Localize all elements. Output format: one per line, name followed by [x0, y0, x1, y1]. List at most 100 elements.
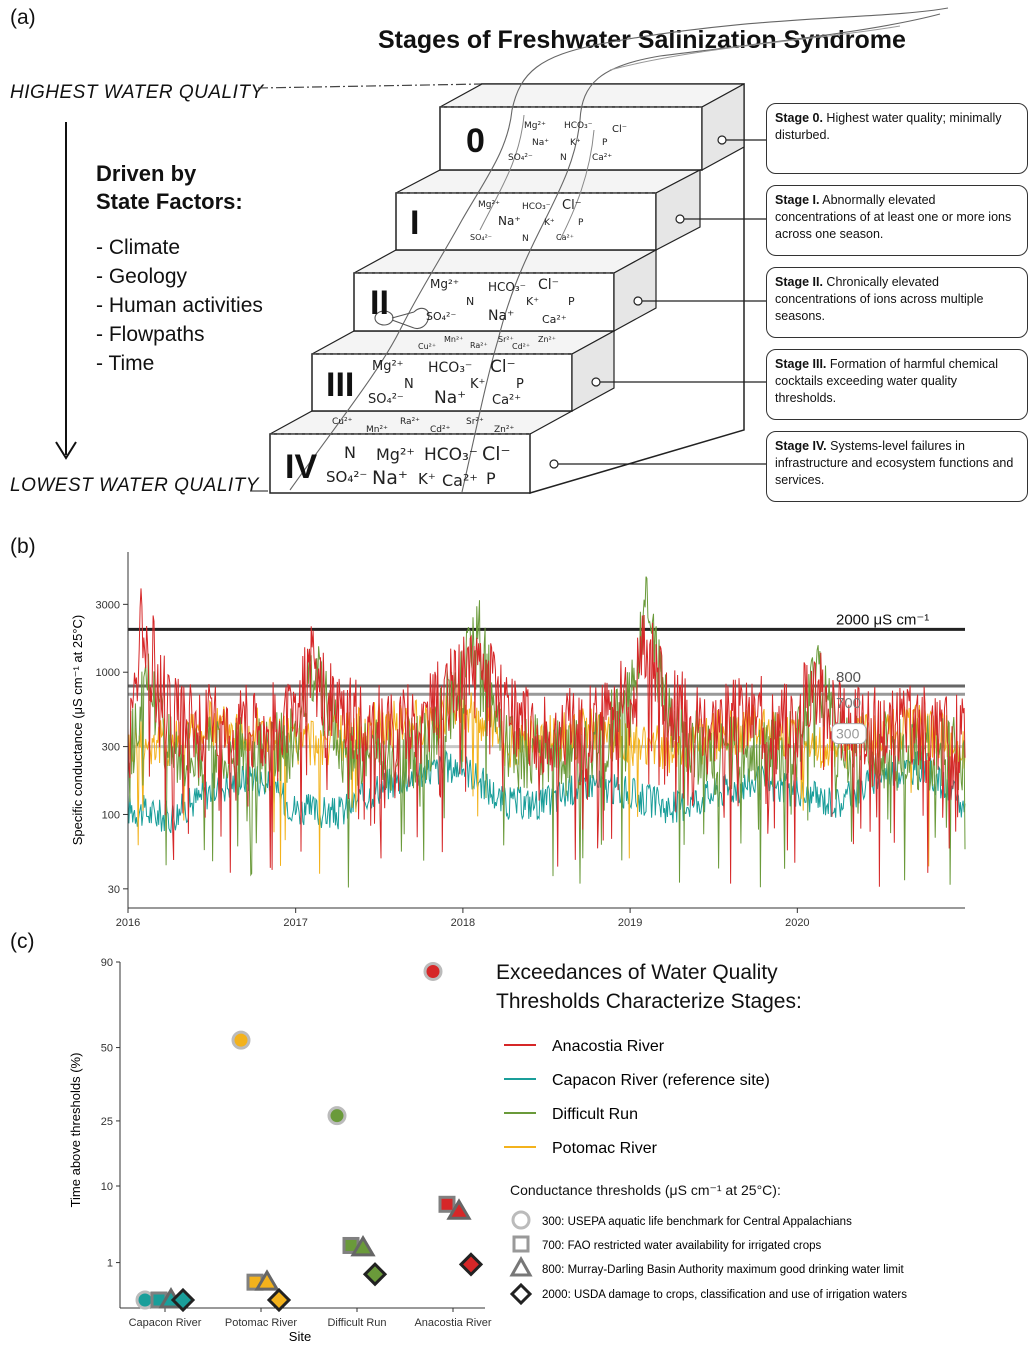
ion-label: HCO₃⁻ [424, 445, 478, 465]
conductance-time-series-chart: 30 100 300 1000 3000 2016 2017 2018 2019 2020 Spec… [70, 552, 966, 929]
threshold-exceedance-chart: 1 10 25 50 90 Capacon River Potomac River Diffi… [68, 957, 492, 1344]
panel-a-title: Stages of Freshwater Salinization Syndro… [378, 26, 906, 54]
ion-label: P [486, 469, 496, 488]
threshold-label: 700: FAO restricted water availability f… [542, 1240, 822, 1252]
x-tick-label: Capacon River [129, 1317, 202, 1329]
factor-item: - Flowpaths [96, 323, 205, 346]
reference-line-label: 700 [836, 695, 861, 712]
y-tick-label: 50 [101, 1043, 113, 1055]
driven-by-heading: Driven by State Factors: [96, 160, 243, 216]
ion-label: Na⁺ [372, 467, 408, 489]
step-side-2 [613, 248, 657, 333]
threshold-legend-title: Conductance thresholds (μS cm⁻¹ at 25°C)… [510, 1182, 781, 1198]
ion-label: N [560, 153, 567, 163]
callout-dot [633, 296, 643, 306]
y-tick-label: 3000 [96, 599, 120, 611]
ion-label: Ca²⁺ [442, 471, 478, 490]
state-factor-list: - Climate - Geology - Human activities -… [96, 233, 263, 378]
callout-dot [549, 459, 559, 469]
legend-heading: Exceedances of Water Quality Thresholds … [496, 958, 802, 1016]
legend-label: Difficult Run [552, 1106, 638, 1123]
x-tick-label: Potomac River [225, 1317, 297, 1329]
ion-label: K⁺ [470, 377, 485, 392]
ion-label: Na⁺ [434, 388, 466, 408]
step-side-3 [571, 329, 615, 413]
factor-item: - Time [96, 352, 155, 375]
riser-4 [269, 433, 531, 494]
ion-label: Mn²⁺ [444, 335, 463, 344]
stage-2-numeral: II [370, 284, 389, 322]
stage-3-numeral: III [326, 366, 354, 404]
ion-label: K⁺ [418, 470, 436, 488]
threshold-800-marker [509, 1255, 533, 1277]
stage-3-text: Formation of harmful chemical cocktails … [775, 357, 998, 405]
reference-line-label: 2000 μS cm⁻¹ [836, 611, 929, 628]
y-tick-label: 1000 [96, 667, 120, 679]
stage-0-title: Stage 0. [775, 111, 823, 125]
point-diamond-anacostia [458, 1252, 484, 1277]
ion-label: Cl⁻ [490, 357, 516, 377]
stage-4-description: Stage IV. Systems-level failures in infr… [766, 431, 1028, 502]
series-line-potomac [127, 683, 966, 874]
driven-line-2: State Factors: [96, 189, 243, 214]
step-side-0 [701, 82, 745, 172]
threshold-300-marker [511, 1210, 531, 1230]
ion-label: Cd²⁺ [430, 425, 451, 435]
ion-label: Mg²⁺ [430, 277, 459, 291]
ion-label: HCO₃⁻ [428, 360, 472, 376]
stage-2-description: Stage II. Chronically elevated concentra… [766, 267, 1028, 338]
y-tick-label: 30 [108, 884, 120, 896]
stage-1-text: Abnormally elevated concentrations of at… [775, 193, 1012, 241]
reference-line-label: 300 [836, 726, 860, 742]
y-tick-label: 25 [101, 1116, 113, 1128]
ion-label: P [578, 218, 584, 228]
point-triangle-potomac [254, 1269, 280, 1291]
ion-label: HCO₃⁻ [488, 280, 526, 294]
ion-label: SO₄²⁻ [426, 310, 456, 323]
ion-label: Ca²⁺ [592, 153, 612, 163]
ion-label: Mg²⁺ [376, 445, 415, 464]
stage-4-text: Systems-level failures in infrastructure… [775, 439, 1014, 487]
point-square-anacostia [438, 1195, 456, 1213]
tread-4 [269, 410, 573, 435]
point-circle-potomac [231, 1030, 251, 1050]
ion-label: Na⁺ [488, 308, 514, 324]
y-tick-label: 100 [102, 809, 120, 821]
y-tick-label: 300 [102, 742, 120, 754]
ion-label: K⁺ [526, 295, 539, 308]
ion-label: Ca²⁺ [556, 233, 574, 242]
x-tick-label: 2016 [116, 917, 140, 929]
x-tick-label: Anacostia River [414, 1317, 491, 1329]
ion-label: SO₄²⁻ [368, 392, 404, 407]
ion-label: Mg²⁺ [524, 121, 546, 131]
tread-0 [439, 83, 745, 108]
ion-label: K⁺ [570, 138, 581, 148]
x-tick-label: 2020 [785, 917, 809, 929]
ion-label: SO₄²⁻ [326, 468, 367, 486]
step-side-1 [655, 169, 701, 251]
ion-label: Cd²⁺ [512, 342, 530, 351]
driven-line-1: Driven by [96, 161, 197, 186]
stage-1-numeral: I [410, 204, 419, 242]
ion-label: HCO₃⁻ [522, 202, 551, 212]
point-triangle-anacostia [446, 1198, 472, 1220]
reference-line-label: 800 [836, 669, 861, 686]
ion-label: Cl⁻ [612, 124, 627, 135]
point-diamond-difficult [362, 1262, 388, 1287]
legend-label: Potomac River [552, 1140, 658, 1157]
riser-2 [353, 272, 615, 332]
stage-1-title: Stage I. [775, 193, 820, 207]
x-tick-label: 2019 [618, 917, 642, 929]
down-arrow-head [55, 441, 77, 460]
cocktail-glass-icon [374, 307, 430, 330]
ion-label: Ra²⁺ [470, 341, 488, 350]
stairs-diagram: 0 I II III IV Mg²⁺ HCO₃⁻ Cl⁻ Na⁺ K⁺ P SO… [55, 7, 949, 494]
ion-label: Ca²⁺ [542, 313, 567, 326]
threshold-label: 800: Murray-Darling Basin Authority maxi… [542, 1264, 905, 1276]
y-axis-title: Specific conductance (μS cm⁻¹ at 25°C) [70, 615, 85, 846]
y-tick-label: 90 [101, 957, 113, 969]
y-tick-label: 10 [101, 1181, 113, 1193]
ion-label: Ra²⁺ [400, 417, 420, 427]
ion-label: N [404, 377, 414, 392]
highest-quality-label: HIGHEST WATER QUALITY [10, 82, 264, 103]
